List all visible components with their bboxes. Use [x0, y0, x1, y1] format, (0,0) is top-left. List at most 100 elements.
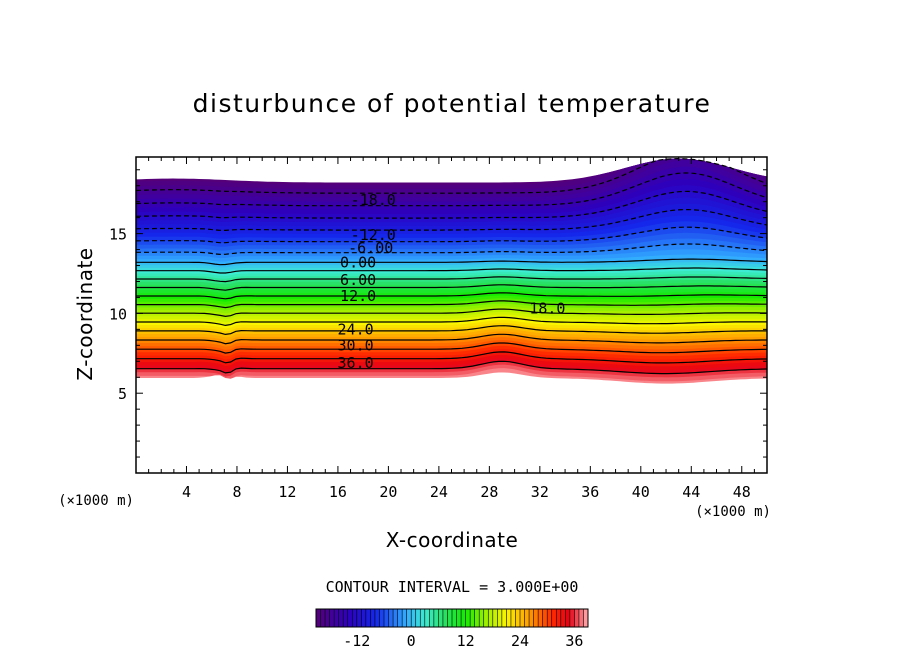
colorbar-cell: [515, 609, 521, 627]
colorbar-tick-label: -12: [343, 632, 370, 650]
colorbar-cell: [365, 609, 371, 627]
colorbar-cell: [533, 609, 539, 627]
colorbar-frame: [315, 608, 589, 628]
colorbar-cell: [565, 609, 571, 627]
colorbar-cell: [438, 609, 444, 627]
contour-line: [136, 267, 767, 274]
colorbar-cell: [524, 609, 530, 627]
colorbar-cell: [397, 609, 403, 627]
colorbar-cell: [393, 609, 398, 627]
colorbar-tick-label: 24: [511, 632, 529, 650]
x-tick-label: 12: [278, 483, 296, 501]
contour-label: -18.0: [351, 191, 396, 209]
colorbar-cell: [420, 609, 426, 627]
colorbar-cell: [411, 609, 417, 627]
x-tick-label: 48: [733, 483, 751, 501]
colorbar-cell: [352, 609, 358, 627]
colorbar-cell: [510, 609, 516, 627]
contour-interval-label: CONTOUR INTERVAL = 3.000E+00: [326, 578, 579, 596]
colorbar-cell: [474, 609, 480, 627]
contour-line: [136, 243, 767, 256]
y-axis-title: Z-coordinate: [73, 247, 97, 380]
colorbar-cell: [338, 609, 344, 627]
x-tick-label: 44: [682, 483, 700, 501]
contour-line: [136, 360, 767, 375]
y-tick-label: 15: [109, 226, 127, 244]
colorbar-cell: [488, 609, 494, 627]
x-tick-label: 24: [430, 483, 448, 501]
contour-line: [136, 292, 767, 300]
y-tick-label: 5: [118, 385, 127, 403]
colorbar-cell: [320, 609, 326, 627]
colorbar-cell: [424, 609, 430, 627]
x-tick-label: 20: [379, 483, 397, 501]
colorbar-cell: [433, 609, 439, 627]
colorbar-cell: [529, 609, 534, 627]
colorbar-cell: [483, 609, 489, 627]
colorbar-cell: [415, 609, 421, 627]
colorbar: -12 0 12 24 36: [315, 608, 589, 650]
colorbar-cell: [578, 609, 584, 627]
contour-label: -12.0: [351, 226, 396, 244]
contour-label: 30.0: [338, 336, 374, 354]
contour-label: 6.00: [340, 271, 376, 289]
colorbar-cell: [334, 609, 339, 627]
contour-label: 18.0: [529, 300, 565, 318]
colorbar-cell: [388, 609, 394, 627]
colorbar-tick-label: 0: [407, 632, 416, 650]
colorbar-cell: [456, 609, 462, 627]
contour-label: 0.00: [340, 253, 376, 271]
colorbar-cell: [560, 609, 566, 627]
contour-line: [136, 316, 767, 327]
contour-line: [136, 157, 767, 194]
contour-line: [136, 351, 767, 364]
x-tick-label: 28: [480, 483, 498, 501]
contour-line: [136, 308, 767, 318]
colorbar-cell: [356, 609, 362, 627]
contour-line: [136, 300, 767, 309]
x-unit-left: (×1000 m): [58, 493, 134, 509]
contour-field: [136, 158, 767, 473]
colorbar-cell: [470, 609, 475, 627]
contour-line: [136, 342, 767, 354]
x-tick-label: 16: [329, 483, 347, 501]
colorbar-cell: [325, 609, 330, 627]
colorbar-cell: [497, 609, 503, 627]
colorbar-cell: [461, 609, 466, 627]
colorbar-cell: [316, 609, 321, 627]
colorbar-cell: [402, 609, 407, 627]
contour-lines: [136, 157, 767, 375]
x-tick-label: 8: [232, 483, 241, 501]
colorbar-cell: [574, 609, 580, 627]
colorbar-cell: [447, 609, 453, 627]
contour-line: [136, 258, 767, 266]
colorbar-cell: [374, 609, 380, 627]
colorbar-cell: [492, 609, 498, 627]
colorbar-cell: [343, 609, 349, 627]
chart-title: disturbunce of potential temperature: [193, 89, 712, 118]
colorbar-cell: [465, 609, 471, 627]
colorbar-cell: [506, 609, 512, 627]
colorbar-cell: [406, 609, 412, 627]
contour-label: 36.0: [338, 354, 374, 372]
x-axis-title: X-coordinate: [386, 528, 519, 552]
colorbar-cell: [347, 609, 353, 627]
colorbar-cell: [556, 609, 562, 627]
colorbar-cell: [479, 609, 485, 627]
x-tick-label: 4: [182, 483, 191, 501]
contour-line: [136, 190, 767, 219]
contour-line: [136, 226, 767, 244]
contour-line: [136, 172, 767, 207]
contour-line: [136, 284, 767, 291]
colorbar-cell: [551, 609, 557, 627]
colorbar-cell: [583, 609, 589, 627]
contour-label: 24.0: [338, 320, 374, 338]
contour-line: [136, 333, 767, 345]
colorbar-cell: [429, 609, 435, 627]
x-unit-right: (×1000 m): [695, 504, 771, 520]
colorbar-cell: [520, 609, 525, 627]
colorbar-cell: [379, 609, 385, 627]
